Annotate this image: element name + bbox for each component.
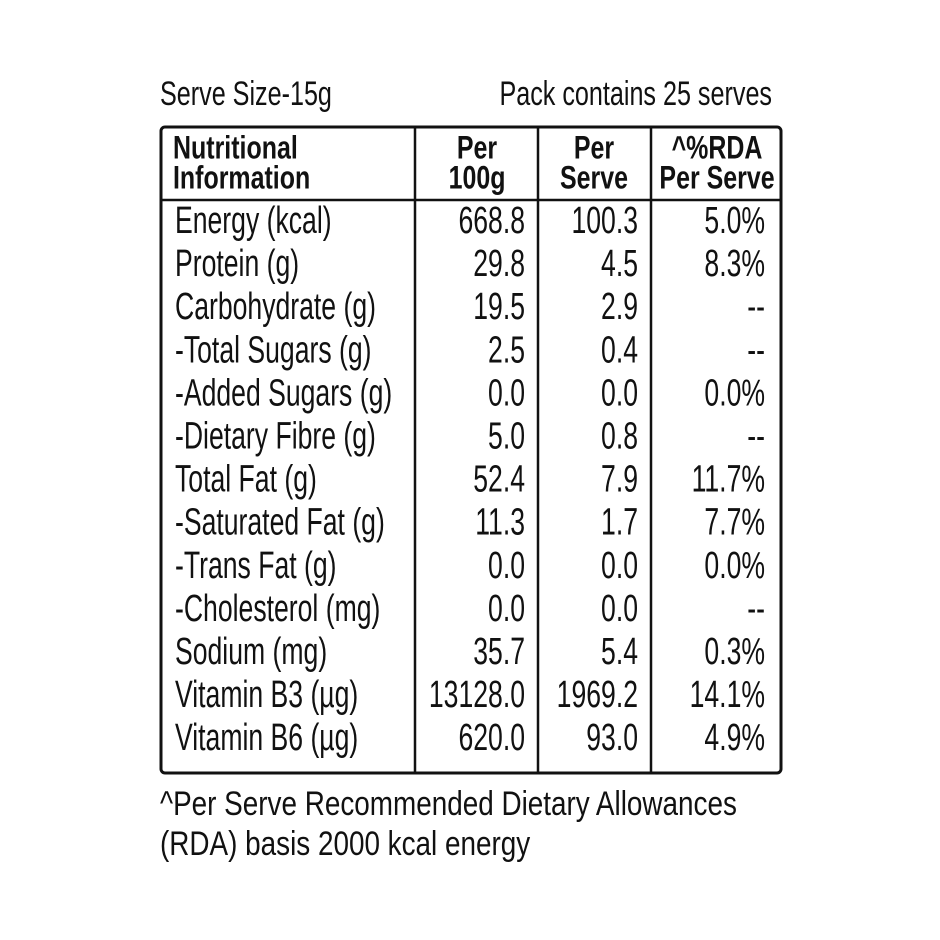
nutrient-value: 7.9 [601, 457, 638, 500]
nutrient-name: Sodium (mg) [175, 629, 327, 672]
nutrient-name: -Cholesterol (mg) [175, 586, 380, 629]
nutrient-value: 5.4 [601, 629, 638, 672]
nutrient-name: -Dietary Fibre (g) [175, 414, 376, 457]
footnote: (RDA) basis 2000 kcal energy [160, 824, 531, 862]
nutrient-name: Energy (kcal) [175, 198, 332, 241]
header-cell: Nutritional [173, 131, 298, 167]
header-cell: Per [574, 131, 614, 167]
table-border [159, 125, 783, 775]
nutrient-value: 52.4 [473, 457, 525, 500]
nutrient-value: -- [747, 414, 765, 457]
nutrient-value: 0.8 [601, 414, 638, 457]
nutrient-name: -Saturated Fat (g) [175, 500, 385, 543]
nutrient-value: 620.0 [458, 715, 525, 758]
nutrient-value: 7.7% [704, 500, 765, 543]
nutrient-value: 0.0% [704, 543, 765, 586]
nutrient-name: -Added Sugars (g) [175, 371, 392, 414]
nutrient-name: -Total Sugars (g) [175, 328, 372, 371]
nutrient-value: 8.3% [704, 241, 765, 284]
nutrient-name: Carbohydrate (g) [175, 284, 376, 327]
nutrient-value: 668.8 [458, 198, 525, 241]
nutrient-value: 19.5 [473, 284, 525, 327]
serve-size: Serve Size-15g [160, 75, 332, 113]
nutrient-value: 0.3% [704, 629, 765, 672]
nutrient-value: 4.9% [704, 715, 765, 758]
nutrient-value: 1969.2 [557, 672, 638, 715]
nutrient-value: 4.5 [601, 241, 638, 284]
nutrient-value: 11.3 [475, 500, 525, 543]
nutrient-value: 2.5 [488, 328, 525, 371]
nutrient-name: Vitamin B3 (µg) [175, 672, 358, 715]
nutrient-value: 14.1% [690, 672, 765, 715]
nutrient-value: 93.0 [586, 715, 638, 758]
nutrient-value: 5.0% [704, 198, 765, 241]
nutrient-value: 13128.0 [429, 672, 525, 715]
nutrient-value: 0.0 [488, 543, 525, 586]
nutrient-name: Vitamin B6 (µg) [175, 715, 358, 758]
header-cell: Serve [560, 161, 628, 197]
nutrient-name: -Trans Fat (g) [175, 543, 337, 586]
nutrient-value: 0.0 [488, 586, 525, 629]
nutrient-value: 1.7 [601, 500, 638, 543]
nutrient-value: 0.0 [601, 371, 638, 414]
nutrient-value: -- [747, 284, 765, 327]
nutrient-value: 29.8 [473, 241, 525, 284]
header-cell: 100g [449, 161, 506, 197]
nutrient-value: 35.7 [473, 629, 525, 672]
nutrient-value: -- [747, 586, 765, 629]
nutrient-name: Protein (g) [175, 241, 299, 284]
nutrient-value: 0.0 [601, 586, 638, 629]
nutrient-value: 0.0 [488, 371, 525, 414]
nutrient-value: 5.0 [488, 414, 525, 457]
header-cell: Information [173, 161, 310, 197]
nutrient-value: 100.3 [571, 198, 638, 241]
header-cell: Per Serve [659, 161, 774, 197]
header-cell: Per [457, 131, 497, 167]
nutrient-value: 0.0 [601, 543, 638, 586]
nutrient-value: 2.9 [601, 284, 638, 327]
nutrient-value: 0.0% [704, 371, 765, 414]
nutrient-name: Total Fat (g) [175, 457, 317, 500]
nutrient-value: -- [747, 328, 765, 371]
footnote: ^Per Serve Recommended Dietary Allowance… [160, 784, 737, 822]
pack-contains: Pack contains 25 serves [499, 75, 772, 113]
nutrient-value: 11.7% [692, 457, 765, 500]
header-cell: ^%RDA [672, 131, 763, 167]
nutrient-value: 0.4 [601, 328, 638, 371]
